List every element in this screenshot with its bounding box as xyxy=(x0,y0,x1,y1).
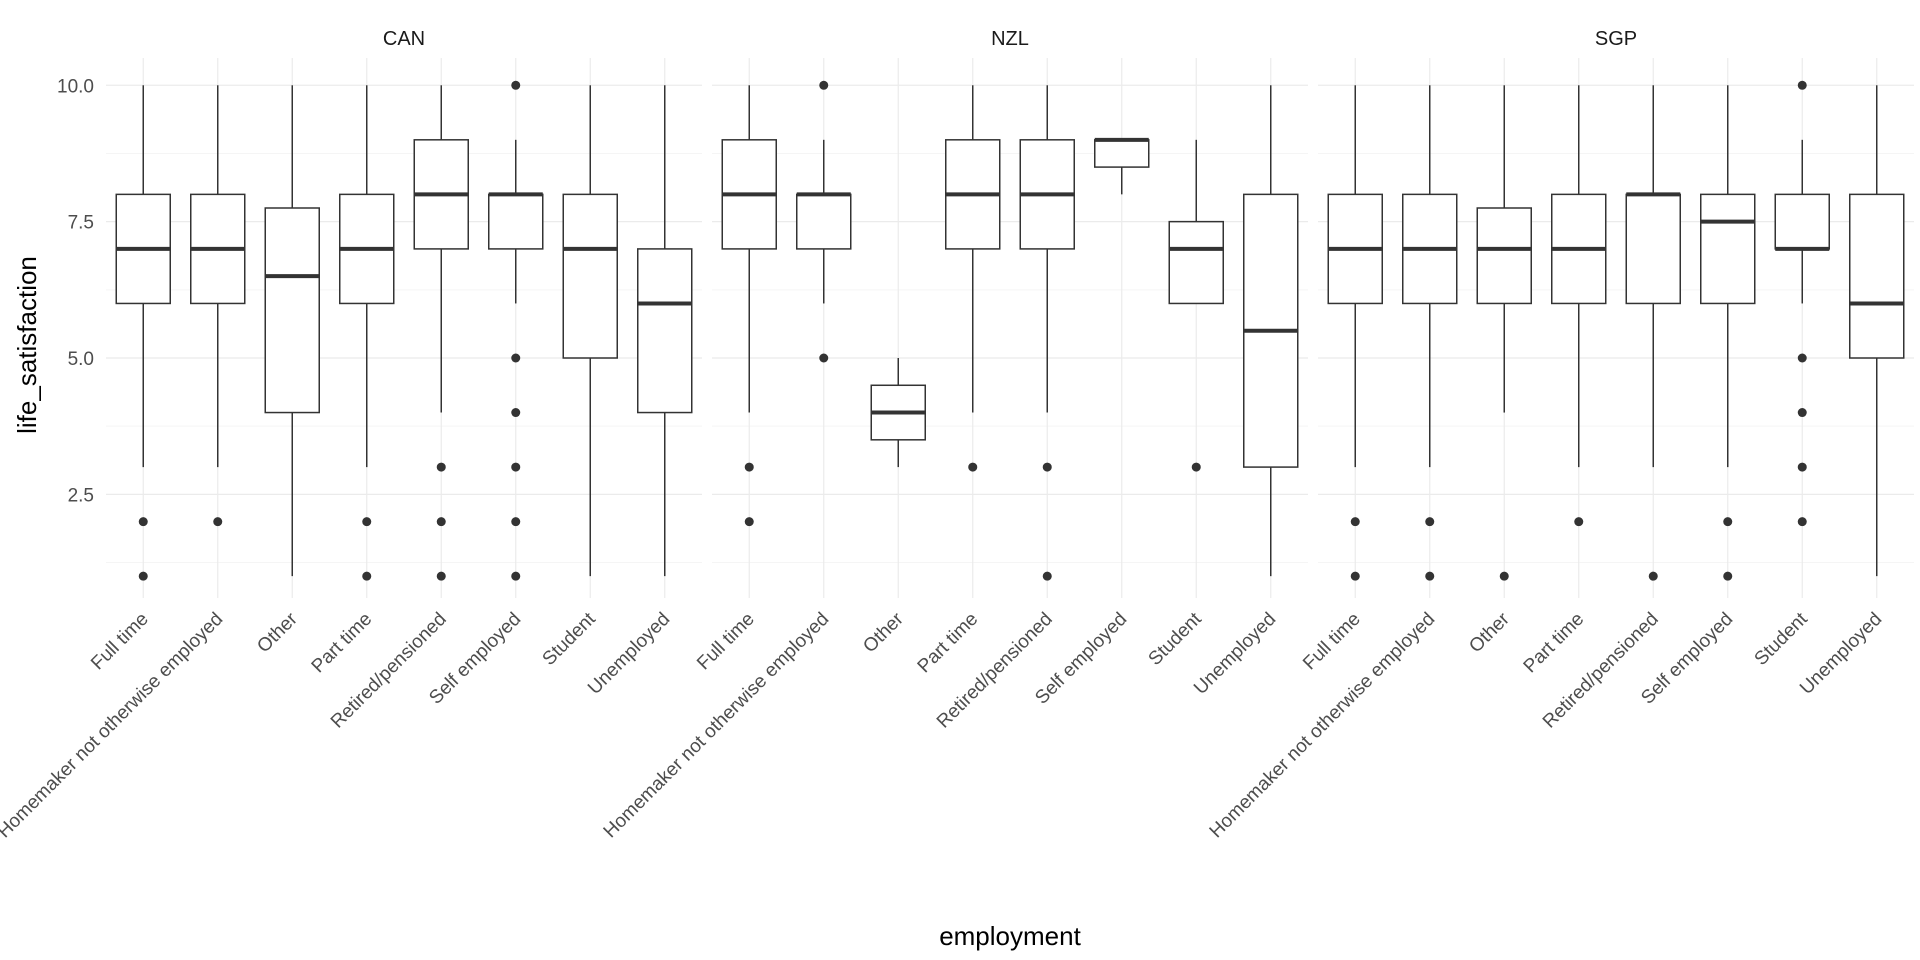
box-part-time xyxy=(945,85,1001,472)
outlier-point xyxy=(1574,517,1584,527)
outlier-point xyxy=(1723,571,1733,581)
outlier-point xyxy=(436,571,446,581)
box-student xyxy=(562,85,618,577)
box-full-time xyxy=(721,85,777,527)
box-other xyxy=(264,85,320,577)
facet-title: CAN xyxy=(383,28,425,50)
outlier-point xyxy=(138,517,148,527)
y-axis: 2.5 5.0 7.5 10.0 xyxy=(57,76,94,506)
outlier-point xyxy=(1797,517,1807,527)
outlier-point xyxy=(436,462,446,472)
outlier-point xyxy=(1191,462,1201,472)
box-iqr xyxy=(1774,193,1830,250)
outlier-point xyxy=(511,408,521,418)
box-full-time xyxy=(115,85,171,581)
box-iqr xyxy=(1094,139,1150,168)
box-self-employed xyxy=(1094,137,1150,195)
box-unemployed xyxy=(1243,85,1299,577)
outlier-point xyxy=(511,571,521,581)
box-iqr xyxy=(1168,220,1224,305)
y-axis-title: life_satisfaction xyxy=(12,256,42,434)
box-retired-pensioned xyxy=(1019,85,1075,581)
outlier-point xyxy=(511,517,521,527)
outlier-point xyxy=(819,353,829,363)
outlier-point xyxy=(138,571,148,581)
box-retired-pensioned xyxy=(1625,85,1681,581)
box-unemployed xyxy=(637,85,693,577)
outlier-point xyxy=(1797,80,1807,90)
outlier-point xyxy=(1425,517,1435,527)
outlier-point xyxy=(1723,517,1733,527)
outlier-point xyxy=(213,517,223,527)
y-tick-label: 2.5 xyxy=(68,485,94,506)
box-iqr xyxy=(1625,193,1681,305)
outlier-point xyxy=(511,80,521,90)
outlier-point xyxy=(744,517,754,527)
outlier-point xyxy=(511,462,521,472)
outlier-point xyxy=(511,353,521,363)
box-homemaker-not-otherwise-employed xyxy=(190,85,246,527)
box-homemaker-not-otherwise-employed xyxy=(796,80,852,363)
outlier-point xyxy=(744,462,754,472)
outlier-point xyxy=(1042,571,1052,581)
outlier-point xyxy=(362,571,372,581)
y-tick-label: 7.5 xyxy=(68,213,94,234)
box-unemployed xyxy=(1849,85,1905,577)
box-student xyxy=(1168,139,1224,472)
y-tick-label: 10.0 xyxy=(57,76,94,97)
box-iqr xyxy=(1476,207,1532,305)
outlier-point xyxy=(1350,517,1360,527)
box-iqr xyxy=(562,193,618,359)
box-part-time xyxy=(1551,85,1607,527)
x-axis-title: employment xyxy=(939,921,1081,951)
box-part-time xyxy=(339,85,395,581)
outlier-point xyxy=(1797,462,1807,472)
box-iqr xyxy=(637,248,693,414)
outlier-point xyxy=(1797,353,1807,363)
box-other xyxy=(870,358,926,468)
outlier-point xyxy=(1797,408,1807,418)
box-full-time xyxy=(1327,85,1383,581)
outlier-point xyxy=(968,462,978,472)
outlier-point xyxy=(819,80,829,90)
outlier-point xyxy=(362,517,372,527)
box-homemaker-not-otherwise-employed xyxy=(1402,85,1458,581)
box-self-employed xyxy=(488,80,544,581)
box-iqr xyxy=(796,193,852,250)
outlier-point xyxy=(1425,571,1435,581)
box-iqr xyxy=(1700,193,1756,305)
outlier-point xyxy=(436,517,446,527)
box-iqr xyxy=(264,207,320,414)
y-tick-label: 5.0 xyxy=(68,349,94,370)
outlier-point xyxy=(1648,571,1658,581)
box-retired-pensioned xyxy=(413,85,469,581)
facet-title: SGP xyxy=(1595,28,1637,50)
box-iqr xyxy=(1849,193,1905,359)
box-iqr xyxy=(488,193,544,250)
box-other xyxy=(1476,85,1532,581)
outlier-point xyxy=(1350,571,1360,581)
facet-title: NZL xyxy=(991,28,1029,50)
box-self-employed xyxy=(1700,85,1756,581)
outlier-point xyxy=(1042,462,1052,472)
box-student xyxy=(1774,80,1830,527)
outlier-point xyxy=(1499,571,1509,581)
